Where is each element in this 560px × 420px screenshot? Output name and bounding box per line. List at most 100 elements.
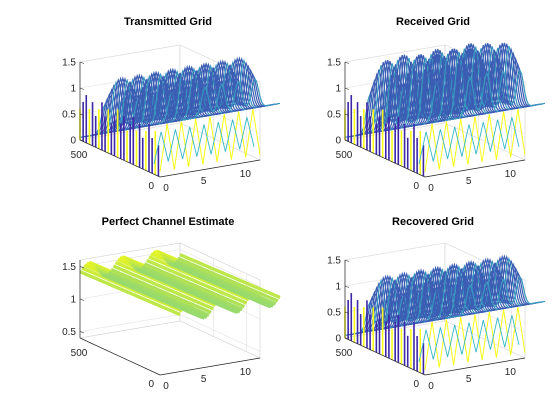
surface-stripe [81,266,183,313]
z-tick [344,87,350,90]
surface-stripe [438,51,539,123]
surface-stripe [177,256,279,303]
surface-stripe [420,51,521,126]
surface-zigzag [153,117,255,164]
surface [344,254,546,375]
y-axis-line [79,139,161,178]
surface-stripe [146,83,247,127]
x-axis-line [159,159,261,178]
surface-stripe [415,270,517,324]
y-tick-label: 500 [336,150,353,161]
surface-stripe [153,68,254,126]
z-tick-label: 0.5 [327,110,341,121]
surface-zigzag [159,109,261,172]
surface-stripe [108,271,210,317]
y-tick-label: 0 [413,379,419,390]
surface-stripe [420,261,521,324]
surface-stripe [172,261,275,308]
z-tick [79,87,85,90]
x-tick-label: 10 [240,169,252,180]
y-tick-label: 0 [413,181,419,192]
z-tick-label: 1.5 [327,58,341,69]
subplot-1: 0 0.5 1 1.5 0 500 5 10 0 Received Grid [327,16,546,194]
x-tick-label: 5 [201,374,207,385]
surface-stripe [179,77,281,121]
surface-stripe [179,253,281,300]
z-tick [79,139,85,142]
z-tick-label: 0 [335,136,341,147]
surface-stripe [431,43,532,124]
y-axis-line [344,139,426,178]
surface-zigzag [424,307,526,370]
surface-zigzag [424,109,526,172]
x-tick-label: 0 [163,183,169,194]
z-tick [344,285,350,288]
surface-stripe [402,264,503,327]
z-tick-label: 0.5 [62,110,76,121]
surface-stripe [139,267,241,314]
surface-stripe [435,259,537,321]
surface-stripe [117,78,218,132]
surface-stripe [418,266,519,324]
surface-stripe [79,270,181,317]
surface-stripe [382,276,483,330]
surface-stripe [155,63,256,126]
surface-stripe [411,74,512,127]
surface-zigzag [418,117,520,164]
x-tick-label: 0 [428,381,434,392]
surface-stripe [141,265,243,312]
surface-stripe [148,78,250,127]
surface-stripe [142,74,243,128]
surface-stripe [150,72,252,126]
subplot-0: 0 0.5 1 1.5 0 500 5 10 0 Transmitted Grid [62,16,281,194]
z-tick-label: 1.5 [62,58,76,69]
subplot-title: Recovered Grid [392,216,474,228]
z-tick [344,61,350,64]
surface-stripe [404,57,506,128]
x-tick-label: 10 [505,169,517,180]
surface-stripe [409,276,510,325]
z-tick [79,61,85,64]
x-tick-label: 10 [240,367,252,378]
surface-stripe [380,73,481,132]
surface-stripe [110,268,212,314]
x-axis-line [424,357,526,376]
surface-stripe [429,42,530,124]
z-tick-label: 1.5 [62,262,76,273]
surface-stripe [137,66,238,129]
surface-zigzag [418,315,520,362]
surface-stripe [387,57,488,131]
y-axis-line [79,337,161,376]
surface-stripe [112,264,214,311]
z-tick [344,311,350,314]
subplot-title: Perfect Channel Estimate [102,216,235,228]
surface-stripe [440,266,541,320]
surface-stripe [431,255,532,322]
surface-stripe [402,54,503,129]
surface-stripe [438,262,539,321]
surface-stripe [444,275,546,319]
surface-stripe [174,259,277,306]
z-tick [79,298,85,301]
y-axis-line [344,337,426,376]
surface-stripe [175,68,276,122]
surface-stripe [106,273,208,319]
surface-stripe [139,70,241,128]
surface-stripe [146,258,248,305]
surface-stripe [114,260,217,307]
surface-stripe [144,78,245,127]
x-tick-label: 0 [428,183,434,194]
z-tick-label: 1 [335,282,341,293]
surface-stripe [442,62,543,122]
surface-stripe [173,64,274,123]
z-tick [344,139,350,142]
surface-stripe [407,62,508,128]
surface-stripe [433,45,535,123]
x-tick-label: 5 [466,176,472,187]
surface-stripe [119,73,221,132]
surface [344,42,546,177]
z-gridline [79,249,261,287]
subplot-title: Received Grid [396,16,470,28]
surface-stripe [415,61,517,126]
